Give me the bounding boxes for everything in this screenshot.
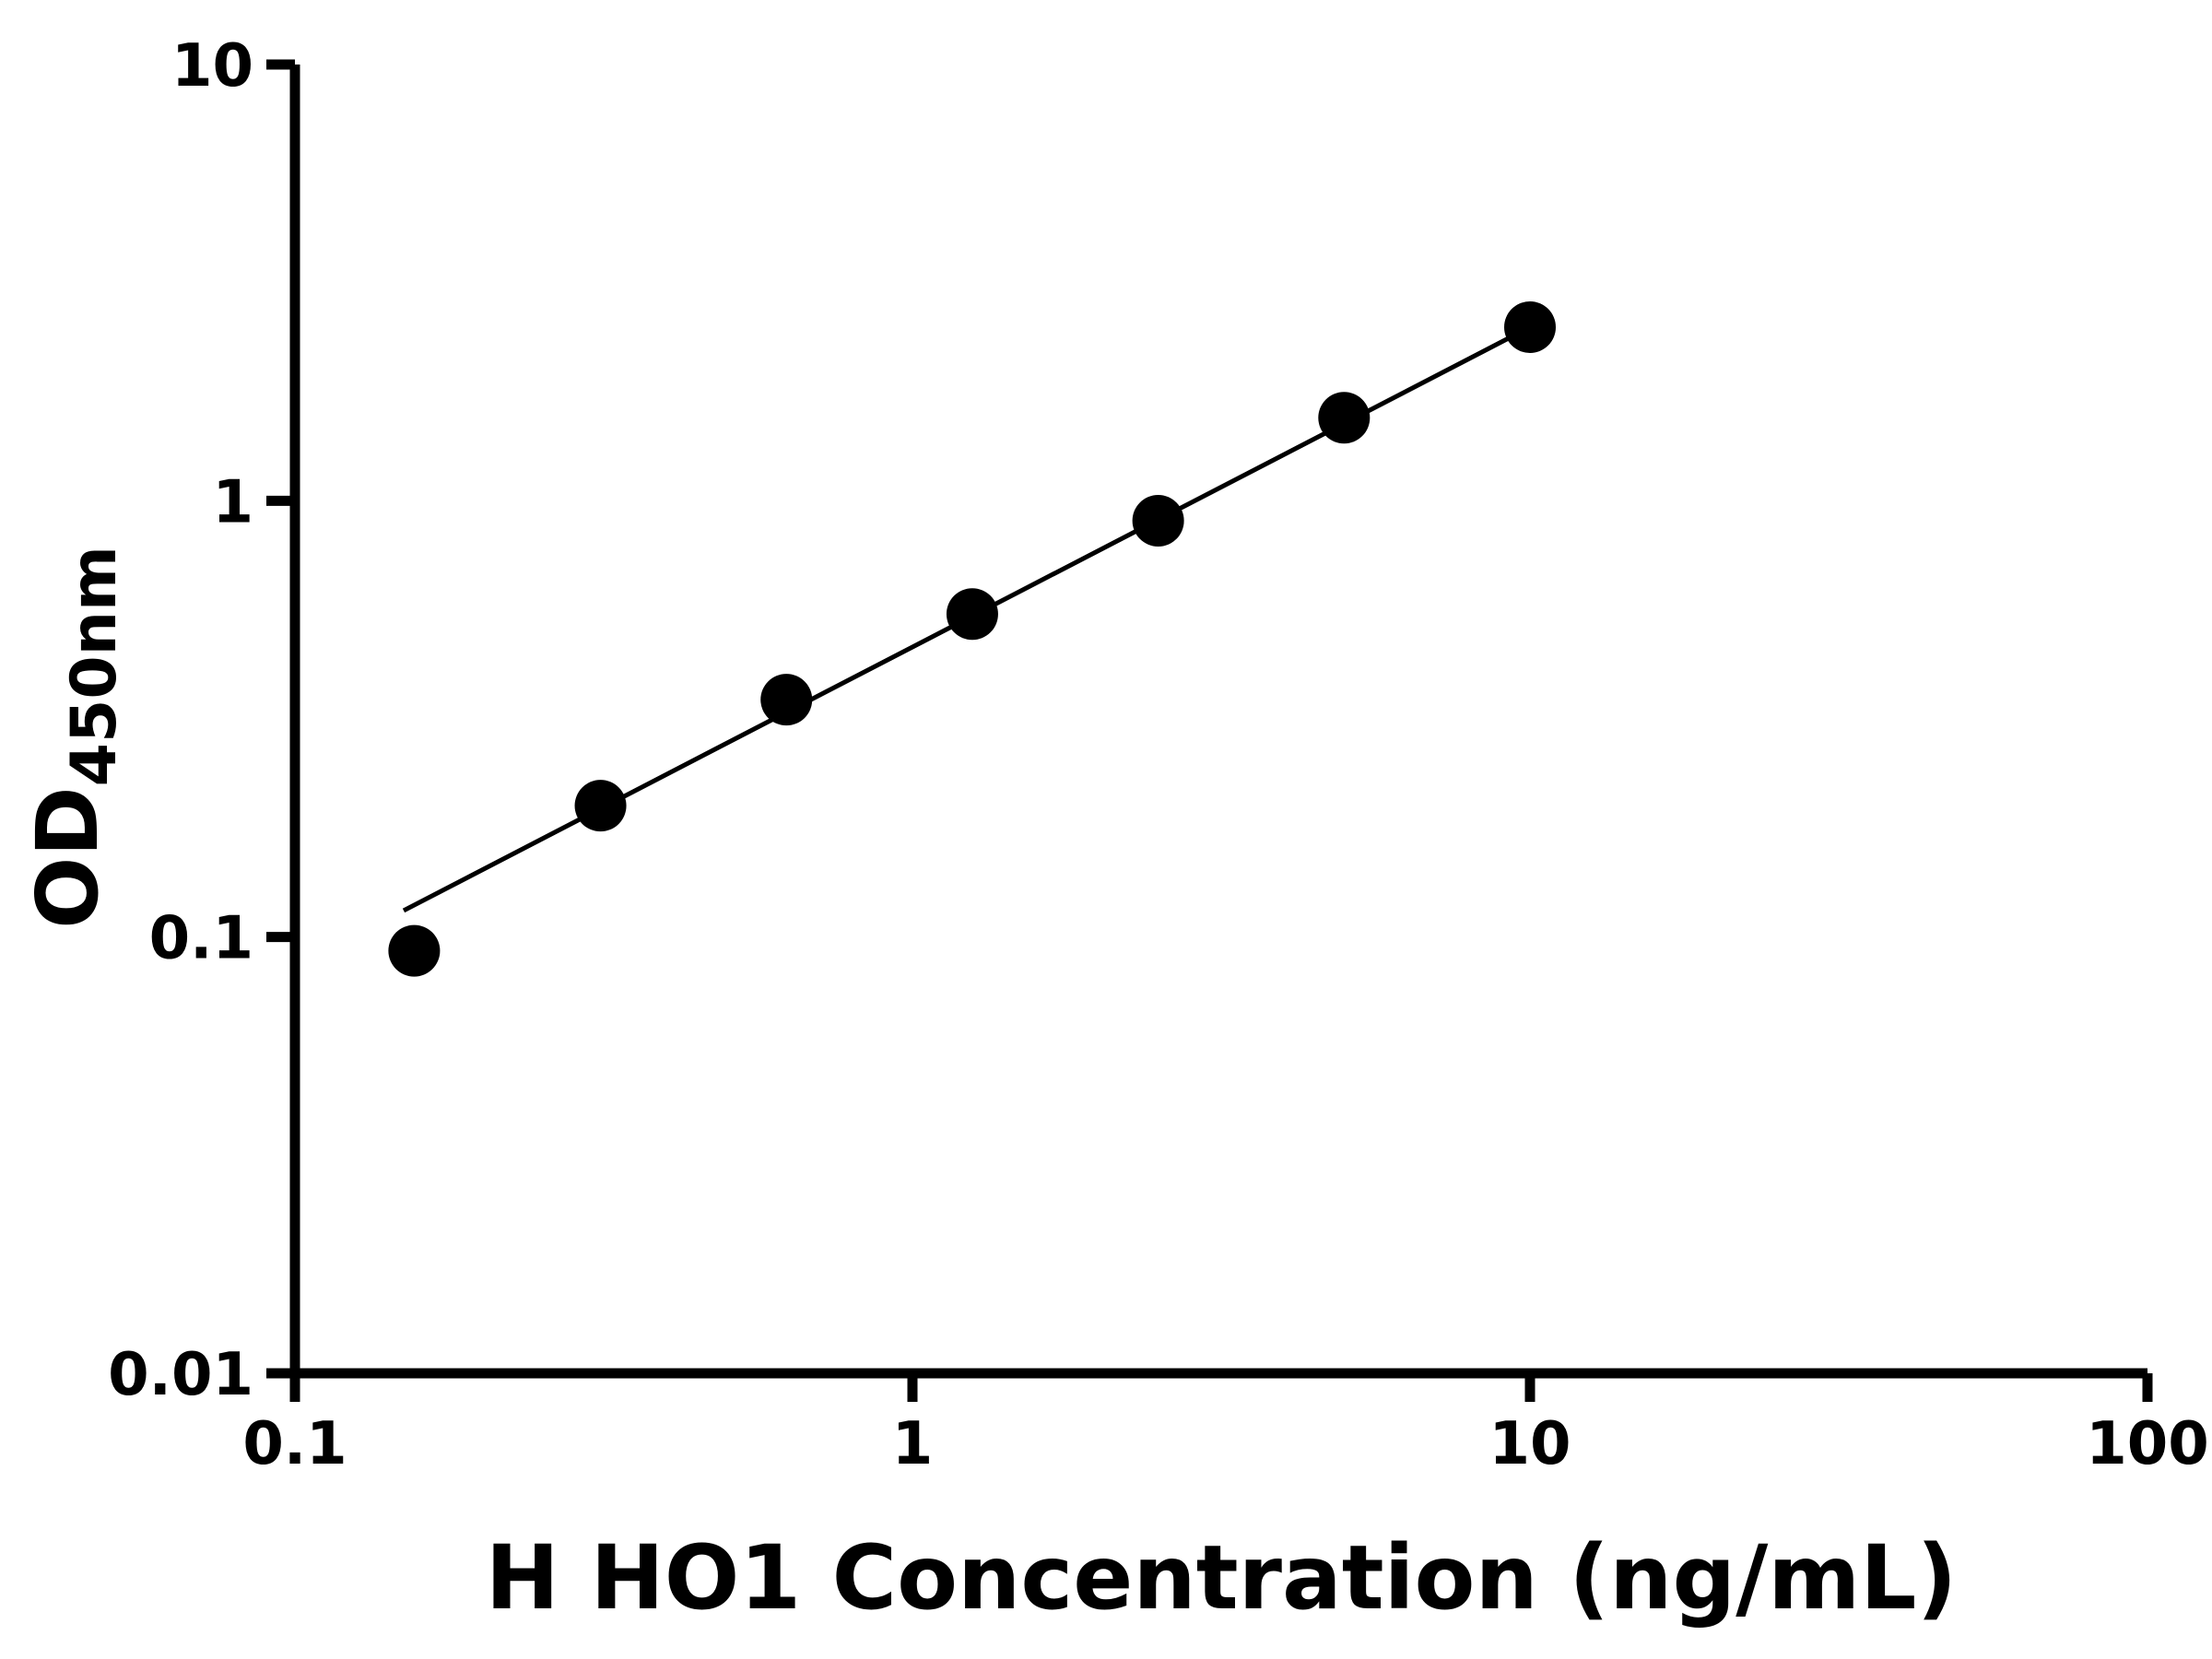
data-point bbox=[1504, 300, 1556, 353]
y-tick-label: 0.01 bbox=[108, 1341, 253, 1409]
x-tick-label: 10 bbox=[1488, 1410, 1571, 1478]
data-point bbox=[388, 924, 441, 977]
y-axis-title-main: OD bbox=[18, 786, 117, 929]
y-tick-label: 10 bbox=[171, 32, 253, 100]
x-tick-label: 0.1 bbox=[242, 1410, 347, 1478]
x-tick-label: 100 bbox=[2086, 1410, 2209, 1478]
x-axis-title: H HO1 Concentration (ng/mL) bbox=[486, 1526, 1958, 1630]
data-point bbox=[946, 588, 998, 641]
y-tick-label: 1 bbox=[212, 468, 253, 536]
data-point bbox=[760, 674, 813, 726]
data-point bbox=[574, 780, 627, 832]
y-axis-title: OD450nm bbox=[18, 546, 131, 929]
data-point bbox=[1132, 494, 1184, 547]
x-tick-label: 1 bbox=[892, 1410, 934, 1478]
data-point bbox=[1318, 392, 1371, 444]
y-tick-label: 0.1 bbox=[149, 905, 253, 973]
y-axis-title-subscript: 450nm bbox=[58, 546, 131, 786]
